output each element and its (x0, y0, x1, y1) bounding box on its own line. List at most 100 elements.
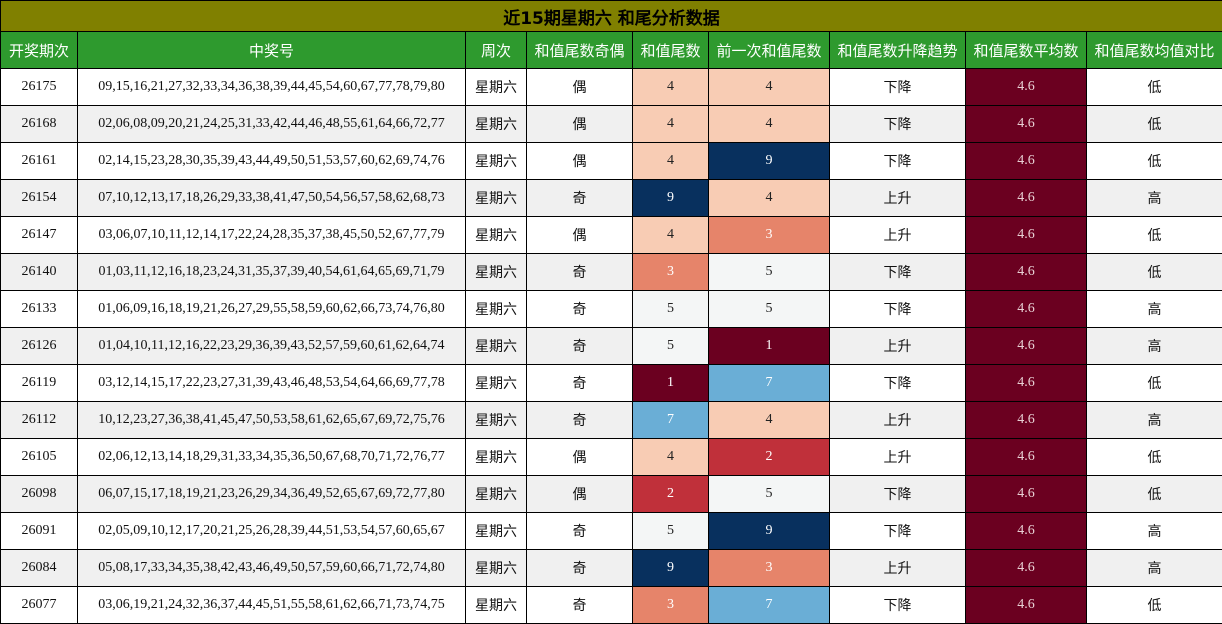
cell-tail: 4 (633, 69, 709, 106)
cell-period: 26133 (1, 291, 78, 328)
cell-period: 26140 (1, 254, 78, 291)
cell-average: 4.6 (966, 328, 1087, 365)
cell-week: 星期六 (466, 143, 527, 180)
cell-parity: 奇 (527, 328, 633, 365)
cell-average: 4.6 (966, 513, 1087, 550)
cell-numbers: 03,06,07,10,11,12,14,17,22,24,28,35,37,3… (78, 217, 466, 254)
cell-trend: 上升 (830, 402, 966, 439)
cell-period: 26105 (1, 439, 78, 476)
cell-compare: 高 (1087, 513, 1222, 550)
cell-tail: 4 (633, 439, 709, 476)
header-compare: 和值尾数均值对比 (1087, 32, 1222, 69)
cell-prev-tail: 2 (709, 439, 830, 476)
cell-average: 4.6 (966, 106, 1087, 143)
cell-parity: 偶 (527, 69, 633, 106)
cell-trend: 上升 (830, 328, 966, 365)
cell-trend: 下降 (830, 513, 966, 550)
cell-compare: 高 (1087, 402, 1222, 439)
cell-compare: 低 (1087, 587, 1222, 624)
cell-parity: 奇 (527, 180, 633, 217)
cell-tail: 4 (633, 217, 709, 254)
cell-week: 星期六 (466, 106, 527, 143)
cell-numbers: 03,12,14,15,17,22,23,27,31,39,43,46,48,5… (78, 365, 466, 402)
cell-compare: 低 (1087, 439, 1222, 476)
cell-prev-tail: 4 (709, 69, 830, 106)
cell-compare: 低 (1087, 106, 1222, 143)
cell-prev-tail: 5 (709, 476, 830, 513)
cell-tail: 5 (633, 328, 709, 365)
cell-week: 星期六 (466, 476, 527, 513)
cell-numbers: 01,06,09,16,18,19,21,26,27,29,55,58,59,6… (78, 291, 466, 328)
cell-trend: 下降 (830, 476, 966, 513)
cell-parity: 奇 (527, 550, 633, 587)
cell-tail: 9 (633, 550, 709, 587)
cell-numbers: 01,03,11,12,16,18,23,24,31,35,37,39,40,5… (78, 254, 466, 291)
cell-parity: 偶 (527, 217, 633, 254)
cell-numbers: 09,15,16,21,27,32,33,34,36,38,39,44,45,5… (78, 69, 466, 106)
cell-week: 星期六 (466, 291, 527, 328)
cell-average: 4.6 (966, 365, 1087, 402)
cell-tail: 7 (633, 402, 709, 439)
cell-parity: 奇 (527, 365, 633, 402)
cell-prev-tail: 3 (709, 550, 830, 587)
cell-compare: 低 (1087, 254, 1222, 291)
cell-compare: 低 (1087, 69, 1222, 106)
cell-prev-tail: 7 (709, 587, 830, 624)
cell-prev-tail: 9 (709, 143, 830, 180)
cell-week: 星期六 (466, 328, 527, 365)
cell-trend: 上升 (830, 550, 966, 587)
header-parity: 和值尾数奇偶 (527, 32, 633, 69)
cell-numbers: 02,14,15,23,28,30,35,39,43,44,49,50,51,5… (78, 143, 466, 180)
cell-average: 4.6 (966, 439, 1087, 476)
cell-compare: 低 (1087, 476, 1222, 513)
cell-numbers: 03,06,19,21,24,32,36,37,44,45,51,55,58,6… (78, 587, 466, 624)
cell-period: 26154 (1, 180, 78, 217)
cell-numbers: 07,10,12,13,17,18,26,29,33,38,41,47,50,5… (78, 180, 466, 217)
cell-period: 26091 (1, 513, 78, 550)
header-average: 和值尾数平均数 (966, 32, 1087, 69)
cell-tail: 1 (633, 365, 709, 402)
cell-numbers: 01,04,10,11,12,16,22,23,29,36,39,43,52,5… (78, 328, 466, 365)
cell-period: 26126 (1, 328, 78, 365)
cell-prev-tail: 4 (709, 402, 830, 439)
cell-prev-tail: 5 (709, 254, 830, 291)
cell-week: 星期六 (466, 513, 527, 550)
cell-period: 26161 (1, 143, 78, 180)
cell-parity: 奇 (527, 291, 633, 328)
cell-average: 4.6 (966, 476, 1087, 513)
cell-tail: 4 (633, 106, 709, 143)
cell-compare: 低 (1087, 217, 1222, 254)
cell-numbers: 02,06,12,13,14,18,29,31,33,34,35,36,50,6… (78, 439, 466, 476)
cell-compare: 高 (1087, 550, 1222, 587)
cell-trend: 下降 (830, 69, 966, 106)
cell-trend: 下降 (830, 587, 966, 624)
cell-prev-tail: 3 (709, 217, 830, 254)
cell-week: 星期六 (466, 550, 527, 587)
cell-week: 星期六 (466, 365, 527, 402)
cell-tail: 3 (633, 254, 709, 291)
cell-period: 26175 (1, 69, 78, 106)
cell-week: 星期六 (466, 217, 527, 254)
cell-period: 26084 (1, 550, 78, 587)
cell-tail: 3 (633, 587, 709, 624)
cell-compare: 高 (1087, 328, 1222, 365)
cell-average: 4.6 (966, 254, 1087, 291)
cell-trend: 上升 (830, 439, 966, 476)
cell-tail: 5 (633, 513, 709, 550)
cell-period: 26077 (1, 587, 78, 624)
cell-tail: 2 (633, 476, 709, 513)
cell-prev-tail: 9 (709, 513, 830, 550)
cell-trend: 下降 (830, 106, 966, 143)
cell-average: 4.6 (966, 217, 1087, 254)
cell-average: 4.6 (966, 587, 1087, 624)
